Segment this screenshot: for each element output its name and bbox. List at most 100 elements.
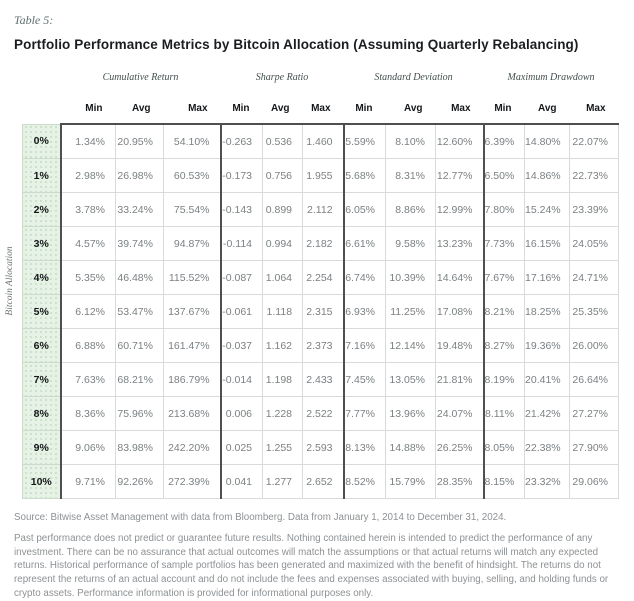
metric-value-cell: 92.26% bbox=[115, 464, 164, 499]
row-axis-label: Bitcoin Allocation bbox=[5, 245, 15, 316]
metric-value-cell: 8.36% bbox=[59, 396, 116, 431]
metric-value-cell: 8.86% bbox=[385, 192, 437, 227]
metric-value-cell: 60.53% bbox=[162, 158, 222, 193]
metric-value-cell: -0.263 bbox=[219, 123, 264, 159]
metric-value-cell: 1.34% bbox=[59, 123, 116, 159]
metric-value-cell: 9.71% bbox=[59, 464, 116, 499]
metric-value-cell: 24.07% bbox=[435, 396, 485, 431]
table-row: 0% 1.34% 20.95% 54.10% -0.263 0.536 1.460 5.59%… bbox=[22, 123, 620, 159]
metric-value-cell: 12.14% bbox=[385, 328, 437, 363]
metric-value-cell: 115.52% bbox=[162, 260, 222, 295]
metric-value-cell: 18.25% bbox=[524, 294, 571, 329]
metric-value-cell: 0.756 bbox=[262, 158, 304, 193]
table-row: 4% 5.35% 46.48% 115.52% -0.087 1.064 2.254 6.74… bbox=[22, 260, 620, 295]
metric-value-cell: 23.39% bbox=[569, 192, 620, 227]
metric-value-cell: 20.41% bbox=[524, 362, 571, 397]
metric-value-cell: -0.061 bbox=[219, 294, 264, 329]
metric-value-cell: 10.39% bbox=[385, 260, 437, 295]
metric-value-cell: 5.35% bbox=[59, 260, 116, 295]
stat-column-header: Min bbox=[483, 90, 525, 124]
metric-value-cell: 22.07% bbox=[569, 123, 620, 159]
metric-value-cell: 1.064 bbox=[262, 260, 304, 295]
metric-value-cell: 26.98% bbox=[115, 158, 164, 193]
metric-value-cell: 7.80% bbox=[482, 192, 526, 227]
metric-value-cell: 8.21% bbox=[482, 294, 526, 329]
metric-value-cell: 272.39% bbox=[162, 464, 222, 499]
allocation-cell: 2% bbox=[22, 192, 62, 227]
metric-value-cell: 2.522 bbox=[302, 396, 345, 431]
metric-value-cell: 26.00% bbox=[569, 328, 620, 363]
metric-value-cell: 29.06% bbox=[569, 464, 620, 499]
metric-value-cell: 2.98% bbox=[59, 158, 116, 193]
metric-value-cell: 2.593 bbox=[302, 430, 345, 465]
allocation-cell: 3% bbox=[22, 226, 62, 261]
stat-column-header: Min bbox=[220, 90, 263, 124]
allocation-cell: 1% bbox=[22, 158, 62, 193]
metric-value-cell: 46.48% bbox=[115, 260, 164, 295]
metric-value-cell: 20.95% bbox=[115, 123, 164, 159]
metric-value-cell: 21.81% bbox=[435, 362, 485, 397]
metric-value-cell: 14.86% bbox=[524, 158, 571, 193]
metric-value-cell: 11.25% bbox=[385, 294, 437, 329]
metric-value-cell: 6.39% bbox=[482, 123, 526, 159]
metric-value-cell: 14.64% bbox=[435, 260, 485, 295]
metric-value-cell: 2.254 bbox=[302, 260, 345, 295]
table-row: 3% 4.57% 39.74% 94.87% -0.114 0.994 2.182 6.61%… bbox=[22, 226, 620, 261]
metric-value-cell: 8.13% bbox=[342, 430, 387, 465]
metric-value-cell: 9.58% bbox=[385, 226, 437, 261]
metric-value-cell: 24.71% bbox=[569, 260, 620, 295]
metric-value-cell: 60.71% bbox=[115, 328, 164, 363]
metric-value-cell: 13.96% bbox=[385, 396, 437, 431]
metric-value-cell: 15.24% bbox=[524, 192, 571, 227]
stat-column-header: Max bbox=[163, 90, 221, 124]
table-row: 8% 8.36% 75.96% 213.68% 0.006 1.228 2.522 7.77%… bbox=[22, 396, 620, 431]
table-row: 1% 2.98% 26.98% 60.53% -0.173 0.756 1.955 5.68%… bbox=[22, 158, 620, 193]
metric-value-cell: 6.61% bbox=[342, 226, 387, 261]
stat-column-header: Max bbox=[569, 90, 619, 124]
column-group-label: Standard Deviation bbox=[343, 66, 484, 90]
allocation-cell: 0% bbox=[22, 123, 62, 159]
metric-value-cell: 7.63% bbox=[59, 362, 116, 397]
metric-value-cell: 7.73% bbox=[482, 226, 526, 261]
allocation-cell: 8% bbox=[22, 396, 62, 431]
metric-value-cell: 75.96% bbox=[115, 396, 164, 431]
metric-value-cell: 8.15% bbox=[482, 464, 526, 499]
metric-value-cell: 17.08% bbox=[435, 294, 485, 329]
metric-value-cell: 23.32% bbox=[524, 464, 571, 499]
stat-column-header: Max bbox=[302, 90, 344, 124]
metric-value-cell: 75.54% bbox=[162, 192, 222, 227]
metric-value-cell: 22.38% bbox=[524, 430, 571, 465]
metric-value-cell: -0.087 bbox=[219, 260, 264, 295]
metric-value-cell: 14.88% bbox=[385, 430, 437, 465]
allocation-cell: 5% bbox=[22, 294, 62, 329]
metric-value-cell: 94.87% bbox=[162, 226, 222, 261]
metric-value-cell: 9.06% bbox=[59, 430, 116, 465]
allocation-cell: 4% bbox=[22, 260, 62, 295]
allocation-cell: 9% bbox=[22, 430, 62, 465]
metric-value-cell: 12.77% bbox=[435, 158, 485, 193]
metric-value-cell: 13.05% bbox=[385, 362, 437, 397]
metric-value-cell: 6.50% bbox=[482, 158, 526, 193]
metric-value-cell: 1.198 bbox=[262, 362, 304, 397]
metric-value-cell: 15.79% bbox=[385, 464, 437, 499]
metric-value-cell: 5.59% bbox=[342, 123, 387, 159]
column-group-label: Cumulative Return bbox=[60, 66, 221, 90]
metric-value-cell: 4.57% bbox=[59, 226, 116, 261]
metric-value-cell: 7.77% bbox=[342, 396, 387, 431]
metric-value-cell: 27.27% bbox=[569, 396, 620, 431]
metric-value-cell: 186.79% bbox=[162, 362, 222, 397]
metric-value-cell: 7.67% bbox=[482, 260, 526, 295]
metric-value-cell: 6.12% bbox=[59, 294, 116, 329]
metric-value-cell: 16.15% bbox=[524, 226, 571, 261]
table-row: 6% 6.88% 60.71% 161.47% -0.037 1.162 2.373 7.16… bbox=[22, 328, 620, 363]
performance-table-wrap: Bitcoin Allocation Cumulative Return Shar… bbox=[5, 66, 620, 499]
metric-value-cell: 1.460 bbox=[302, 123, 345, 159]
table-body: 0% 1.34% 20.95% 54.10% -0.263 0.536 1.460 5.59%… bbox=[22, 123, 620, 499]
metric-value-cell: 2.182 bbox=[302, 226, 345, 261]
metric-value-cell: -0.143 bbox=[219, 192, 264, 227]
metric-value-cell: 19.48% bbox=[435, 328, 485, 363]
stat-column-header: Avg bbox=[385, 90, 436, 124]
metric-value-cell: 21.42% bbox=[524, 396, 571, 431]
metric-value-cell: 6.74% bbox=[342, 260, 387, 295]
stat-column-header: Max bbox=[435, 90, 484, 124]
